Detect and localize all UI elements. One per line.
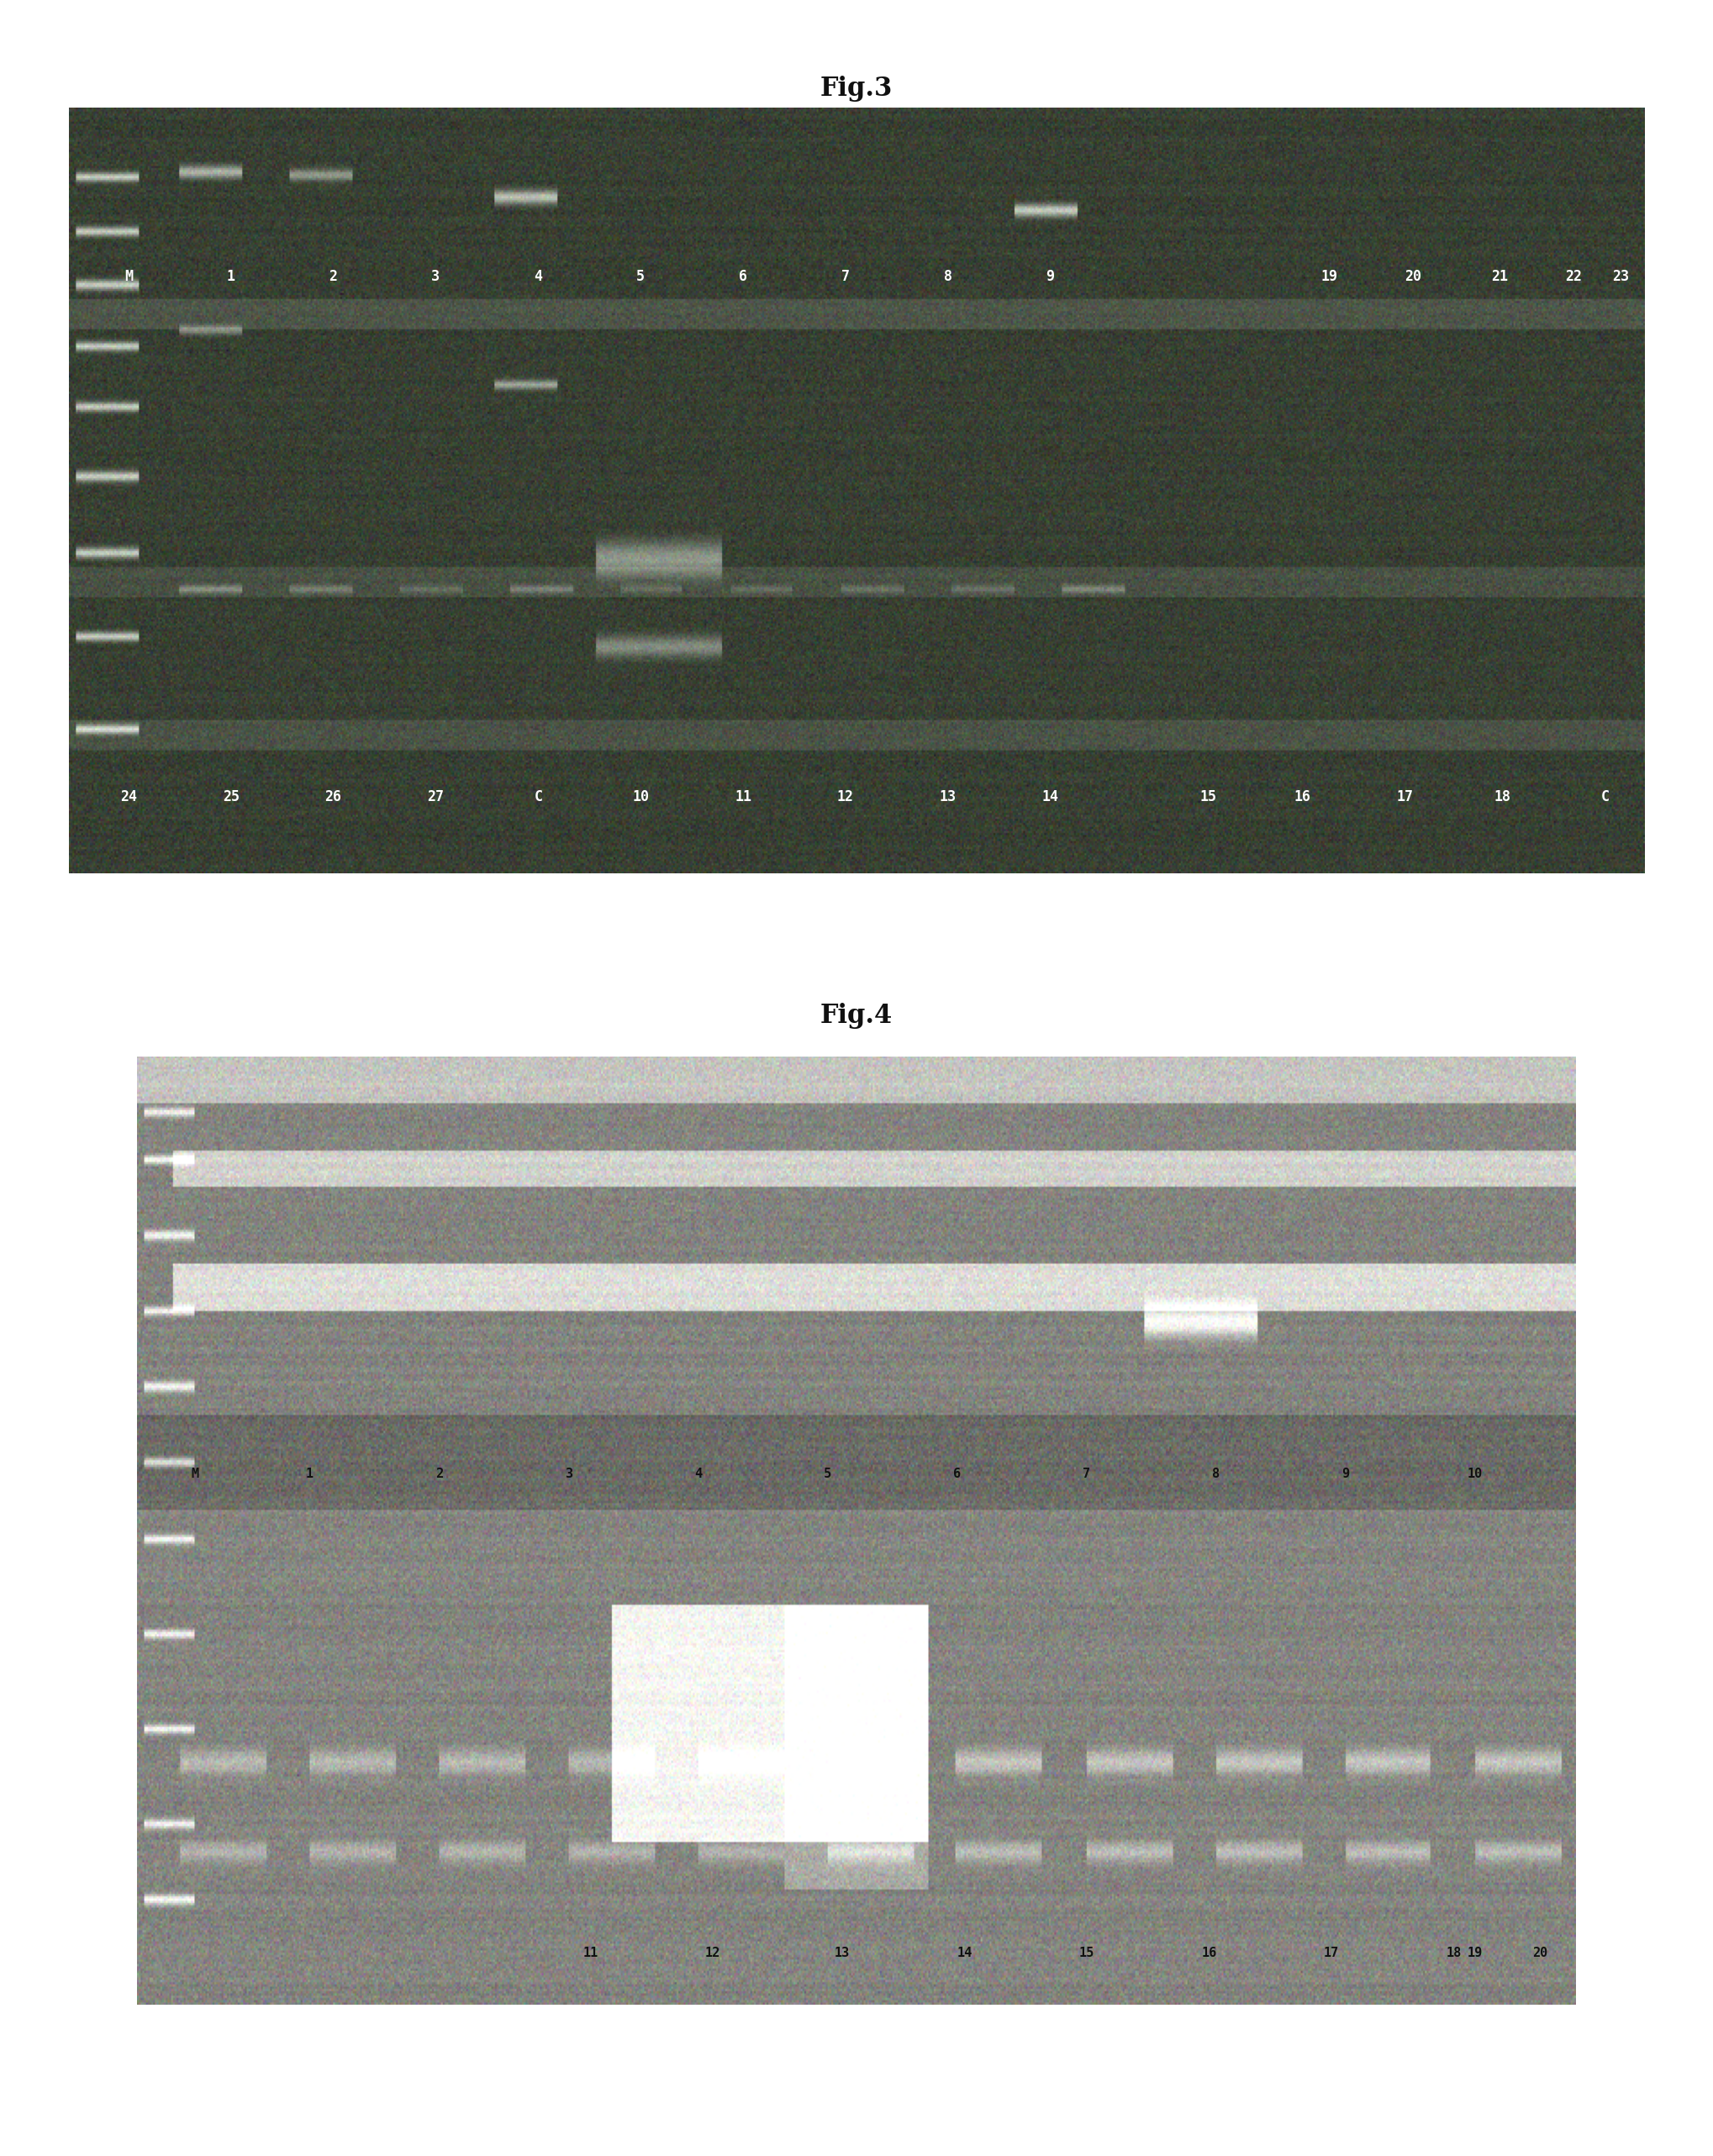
Text: 4: 4 — [534, 270, 543, 285]
Text: 23: 23 — [1612, 270, 1629, 285]
Text: 10: 10 — [1468, 1468, 1483, 1481]
Text: 6: 6 — [954, 1468, 961, 1481]
Text: 11: 11 — [582, 1947, 598, 1960]
Text: 20: 20 — [1405, 270, 1422, 285]
Text: 19: 19 — [1321, 270, 1338, 285]
Text: 12: 12 — [838, 789, 853, 804]
Text: 24: 24 — [120, 789, 137, 804]
Text: 15: 15 — [1199, 789, 1216, 804]
Text: M: M — [190, 1468, 199, 1481]
Text: 11: 11 — [735, 789, 752, 804]
Text: 18: 18 — [1446, 1947, 1461, 1960]
Text: 9: 9 — [1341, 1468, 1350, 1481]
Text: M: M — [125, 270, 132, 285]
Text: 8: 8 — [944, 270, 952, 285]
Text: Fig.4: Fig.4 — [821, 1003, 892, 1028]
Text: Fig.3: Fig.3 — [821, 75, 892, 101]
Text: C: C — [1602, 789, 1609, 804]
Text: 6: 6 — [738, 270, 747, 285]
Text: 26: 26 — [325, 789, 341, 804]
Text: 16: 16 — [1293, 789, 1310, 804]
Text: 10: 10 — [632, 789, 649, 804]
Text: 14: 14 — [958, 1947, 971, 1960]
Text: 1: 1 — [307, 1468, 313, 1481]
Text: 15: 15 — [1079, 1947, 1095, 1960]
Text: 8: 8 — [1213, 1468, 1220, 1481]
Text: 7: 7 — [841, 270, 850, 285]
Text: 13: 13 — [834, 1947, 850, 1960]
Text: 14: 14 — [1042, 789, 1059, 804]
Text: 5: 5 — [824, 1468, 831, 1481]
Text: C: C — [534, 789, 543, 804]
Text: 20: 20 — [1533, 1947, 1547, 1960]
Text: 21: 21 — [1490, 270, 1507, 285]
Text: 17: 17 — [1396, 789, 1413, 804]
Text: 25: 25 — [223, 789, 240, 804]
Text: 5: 5 — [637, 270, 644, 285]
Text: 19: 19 — [1468, 1947, 1483, 1960]
Text: 9: 9 — [1047, 270, 1055, 285]
Text: 13: 13 — [939, 789, 956, 804]
Text: 2: 2 — [435, 1468, 444, 1481]
Text: 3: 3 — [432, 270, 440, 285]
Text: 17: 17 — [1324, 1947, 1340, 1960]
Text: 27: 27 — [427, 789, 444, 804]
Text: 3: 3 — [565, 1468, 572, 1481]
Text: 7: 7 — [1083, 1468, 1091, 1481]
Text: 2: 2 — [329, 270, 337, 285]
Text: 4: 4 — [694, 1468, 702, 1481]
Text: 18: 18 — [1494, 789, 1511, 804]
Text: 16: 16 — [1201, 1947, 1216, 1960]
Text: 12: 12 — [706, 1947, 719, 1960]
Text: 1: 1 — [226, 270, 235, 285]
Text: 22: 22 — [1566, 270, 1583, 285]
